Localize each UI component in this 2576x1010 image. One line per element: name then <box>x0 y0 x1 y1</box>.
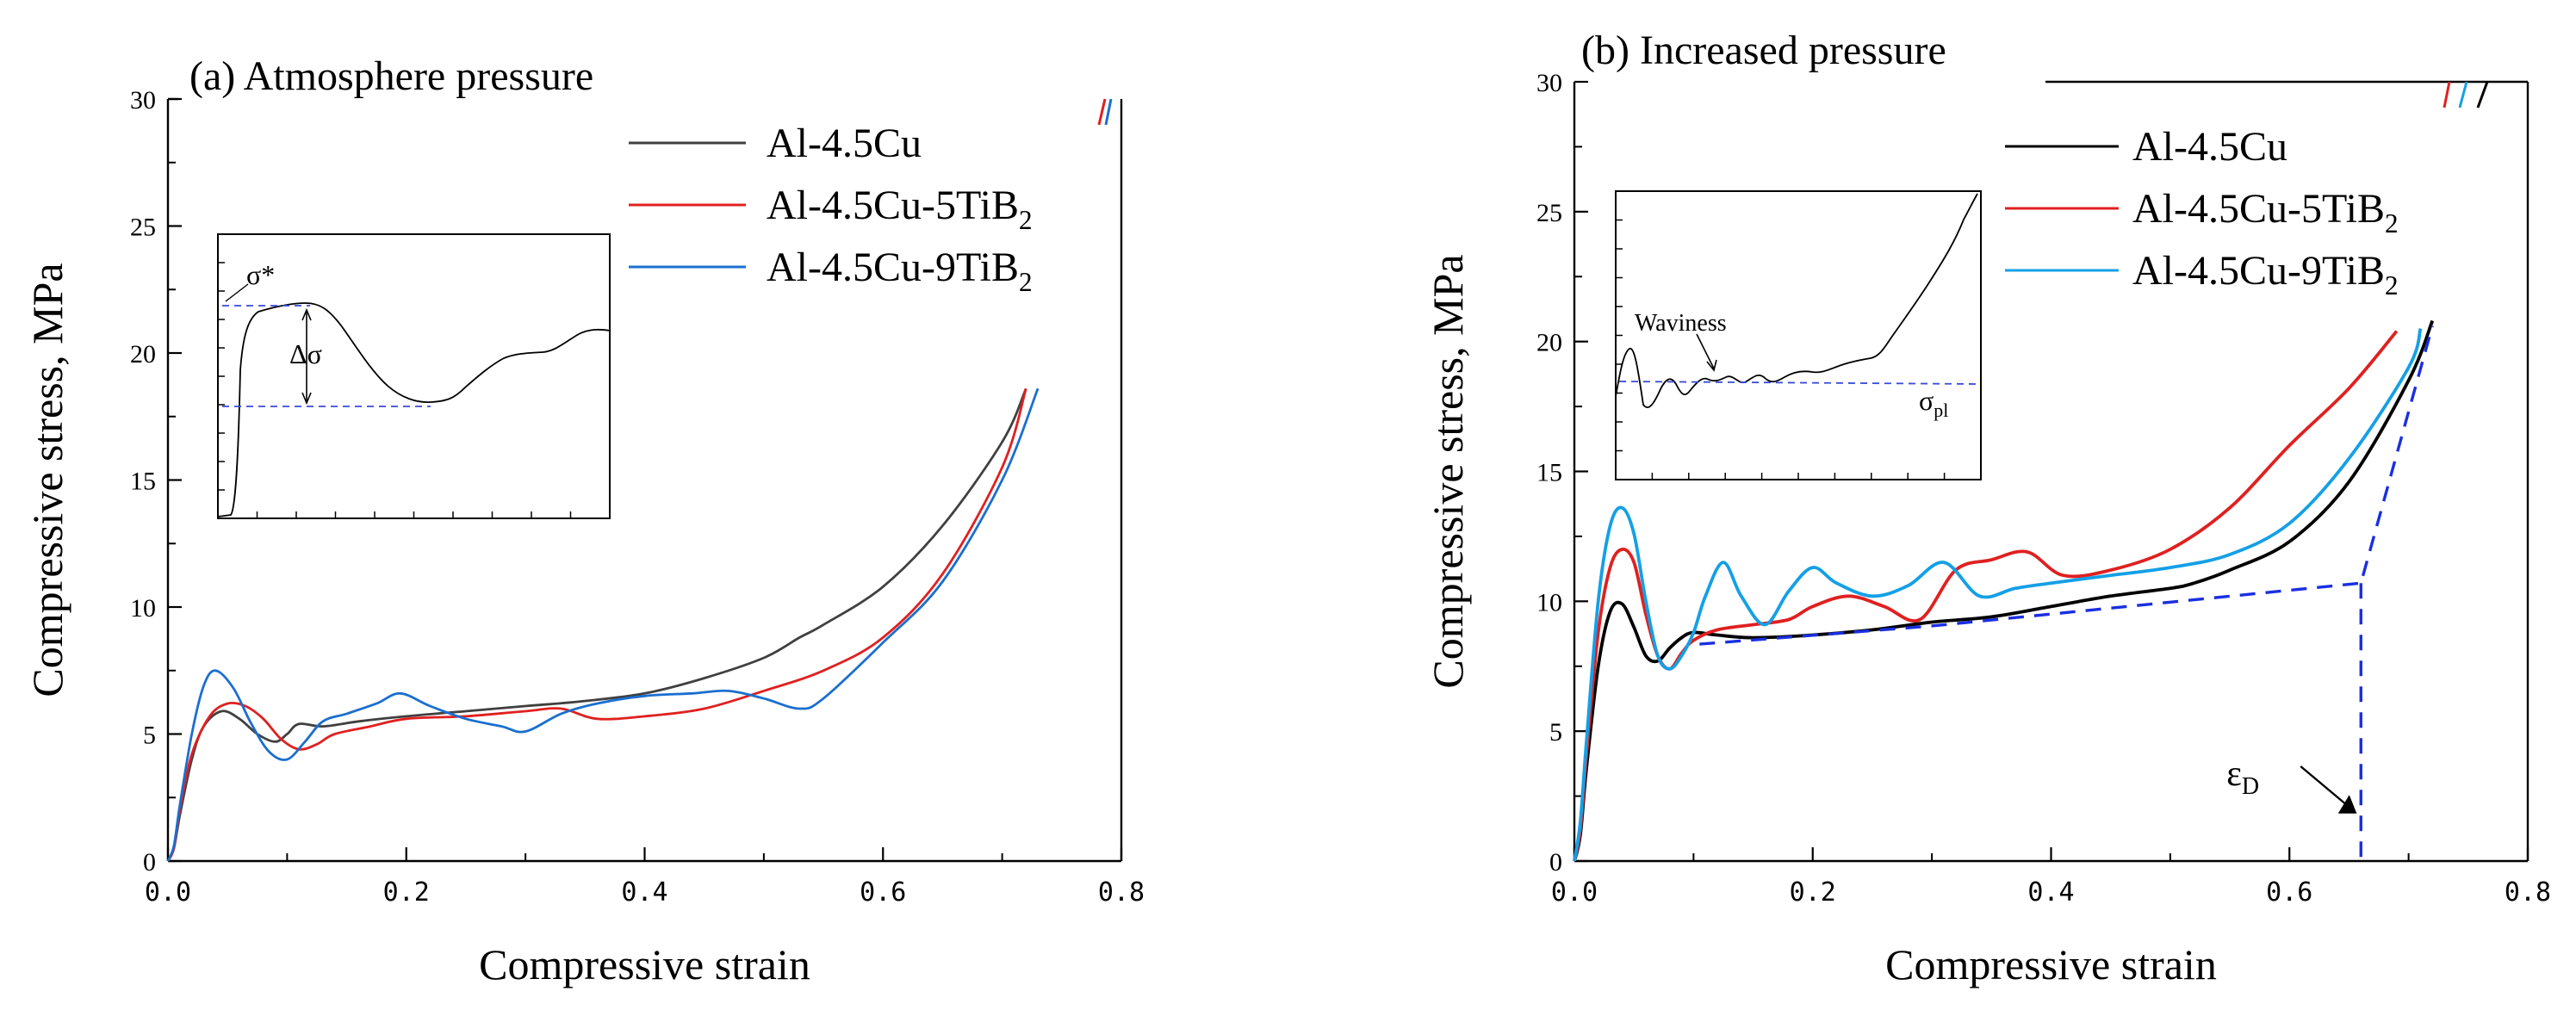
panel-a-x-axis-title: Compressive strain <box>479 940 810 988</box>
panel-b-eps-label: εD <box>2226 754 2259 800</box>
panel-b-eps-arrowhead <box>2338 795 2357 814</box>
panel-b-x-tick-label: 0.0 <box>1551 877 1598 908</box>
panel-b-y-tick-label: 25 <box>1536 199 1562 227</box>
panel-a-legend-label-0: Al-4.5Cu <box>767 121 922 166</box>
panel-a-inset-ticks <box>218 262 572 518</box>
legend-label-sub: 2 <box>1019 267 1033 297</box>
panel-a-y-tick-label: 25 <box>130 214 156 242</box>
panel-b-y-tick-label: 5 <box>1549 718 1562 747</box>
legend-label-sub: 2 <box>2385 208 2399 239</box>
panel-b-y-tick-label: 10 <box>1536 588 1562 617</box>
panel-b-plot: 0 5 10 15 20 25 30 0.0 0.2 0.4 0.6 0.8 Compressive s… <box>1424 69 2551 988</box>
panel-a-x-tick-label: 0.0 <box>145 877 191 908</box>
eps-sub: D <box>2242 773 2259 800</box>
panel-a-chart: (a) Atmosphere pressure σ* Δσ <box>189 53 611 519</box>
panel-b-y-tick-label: 30 <box>1536 69 1562 97</box>
panel-b-legend-label-2: Al-4.5Cu-9TiB2 <box>2132 248 2399 301</box>
panel-a-series-line-1 <box>166 387 1027 862</box>
panel-a-series-line-2 <box>166 387 1040 862</box>
panel-b-chart: (b) Increased pressure Waviness σpl <box>1581 28 1982 480</box>
panel-b-inset-wavy-label: Waviness <box>1635 310 1727 337</box>
panel-a-y-tick-label: 10 <box>130 594 156 623</box>
panel-a-inset-peak-label: σ* <box>246 259 275 290</box>
panel-a-legend-label-1: Al-4.5Cu-5TiB2 <box>767 183 1033 235</box>
panel-a-inset-frame <box>217 233 611 519</box>
panel-a-y-tick-label: 5 <box>143 722 156 750</box>
panel-b-y-axis-title: Compressive stress, MPa <box>1424 254 1472 688</box>
panel-a-y-tick-label: 30 <box>130 86 156 115</box>
panel-b-series-line-0 <box>1573 319 2435 862</box>
panel-b-inset-wavy-arrow <box>1696 333 1717 372</box>
panel-b-legend-label-0: Al-4.5Cu <box>2132 124 2287 170</box>
panel-a-title: (a) Atmosphere pressure <box>189 53 593 99</box>
panel-b-legend-label-1: Al-4.5Cu-5TiB2 <box>2132 186 2399 239</box>
panel-b-y-tick-label: 20 <box>1536 329 1562 357</box>
legend-label-main: Al-4.5Cu-9TiB <box>2132 248 2385 294</box>
panel-a-x-tick-label: 0.6 <box>860 877 906 908</box>
legend-label-main: Al-4.5Cu-5TiB <box>2132 186 2385 232</box>
legend-label-main: Al-4.5Cu <box>767 121 922 166</box>
panel-b-inset-plateau-line <box>1618 381 1978 385</box>
panel-a-y-tick-label: 0 <box>143 848 156 877</box>
eps-main: ε <box>2226 754 2242 794</box>
panel-a-legend-label-2: Al-4.5Cu-9TiB2 <box>767 245 1033 297</box>
panel-b-x-tick-label: 0.8 <box>2505 877 2551 908</box>
legend-label-main: Al-4.5Cu-5TiB <box>767 183 1019 228</box>
panel-b-tail-1 <box>2458 81 2468 108</box>
panel-b-inset-ticks <box>1616 219 1946 480</box>
legend-label-sub: 2 <box>2385 270 2399 301</box>
legend-label-main: Al-4.5Cu <box>2132 124 2287 170</box>
panel-b-x-tick-label: 0.4 <box>2027 877 2074 908</box>
panel-b-x-tick-label: 0.2 <box>1790 877 1836 908</box>
panel-a-x-tick-label: 0.2 <box>383 877 430 908</box>
panel-b-x-tick-label: 0.6 <box>2266 877 2312 908</box>
panel-a-y-tick-label: 15 <box>130 468 156 496</box>
panel-a-inset-arrowheads <box>301 307 312 406</box>
panel-b-x-axis-title: Compressive strain <box>1885 940 2217 988</box>
panel-a-inset-curve <box>217 302 611 517</box>
panel-b-inset-curve <box>1615 193 1978 408</box>
panel-a-x-tick-label: 0.8 <box>1098 877 1145 908</box>
panel-b-y-tick-label: 0 <box>1549 848 1562 877</box>
panel-b-title: (b) Increased pressure <box>1581 28 1946 73</box>
panel-a-inset-peak-pointer <box>225 283 249 302</box>
panel-b-inset-pl-label: σpl <box>1919 385 1948 421</box>
panel-b-y-tick-label: 15 <box>1536 459 1562 487</box>
panel-a-tail-0 <box>1097 98 1107 126</box>
legend-label-sub: 2 <box>1019 205 1033 235</box>
panel-b-inset-pl-sub: pl <box>1934 400 1948 421</box>
panel-a-tail-1 <box>1104 98 1113 126</box>
panel-b-tail-0 <box>2443 81 2451 108</box>
panel-b-tail-2 <box>2476 81 2489 108</box>
panel-a-inset-delta-label: Δσ <box>289 338 322 369</box>
panel-b-series-line-2 <box>1573 328 2423 862</box>
panel-a-y-tick-label: 20 <box>130 340 156 369</box>
panel-b-series-line-1 <box>1573 330 2399 862</box>
panel-b-tangent-lines <box>1699 325 2434 646</box>
panel-a-y-axis-title: Compressive stress, MPa <box>23 263 71 697</box>
panel-a-plot: 0 5 10 15 20 25 30 0.0 0.2 0.4 0.6 0.8 Compressive s… <box>23 86 1145 988</box>
legend-label-main: Al-4.5Cu-9TiB <box>767 245 1019 290</box>
panel-a-x-tick-label: 0.4 <box>621 877 667 908</box>
